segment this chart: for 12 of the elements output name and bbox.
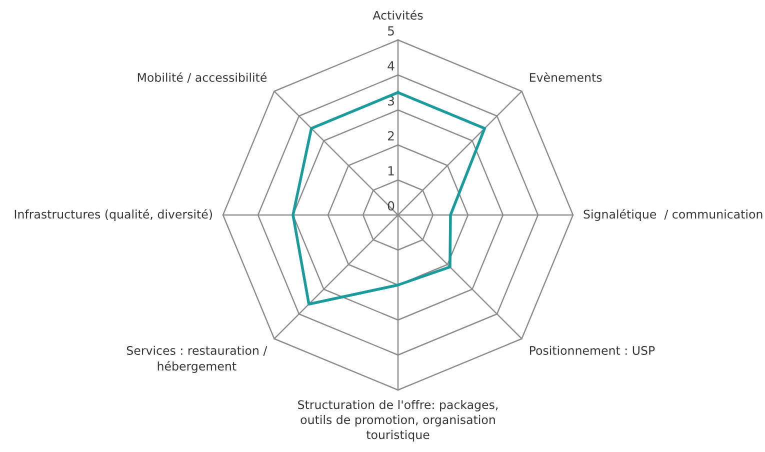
y-tick-label: 5 (388, 26, 394, 36)
spoke-label: Structuration de l'offre: packages, outils de promotion, organisation touristique (298, 400, 498, 442)
y-tick-label: 1 (388, 166, 394, 176)
spoke-label: Infrastructures (qualité, diversité) (14, 209, 212, 221)
spoke-label: Positionnement : USP (530, 346, 655, 355)
spoke-label: Activités (372, 10, 423, 20)
y-tick-label: 2 (388, 131, 394, 140)
spoke-label: Services : restauration / hébergement (126, 346, 268, 373)
y-tick-label: 4 (388, 61, 394, 70)
spoke-label: Mobilité / accessibilité (138, 72, 267, 83)
spoke-label: Signalétique / communication (584, 209, 762, 221)
spoke-label: Evènements (530, 72, 602, 82)
